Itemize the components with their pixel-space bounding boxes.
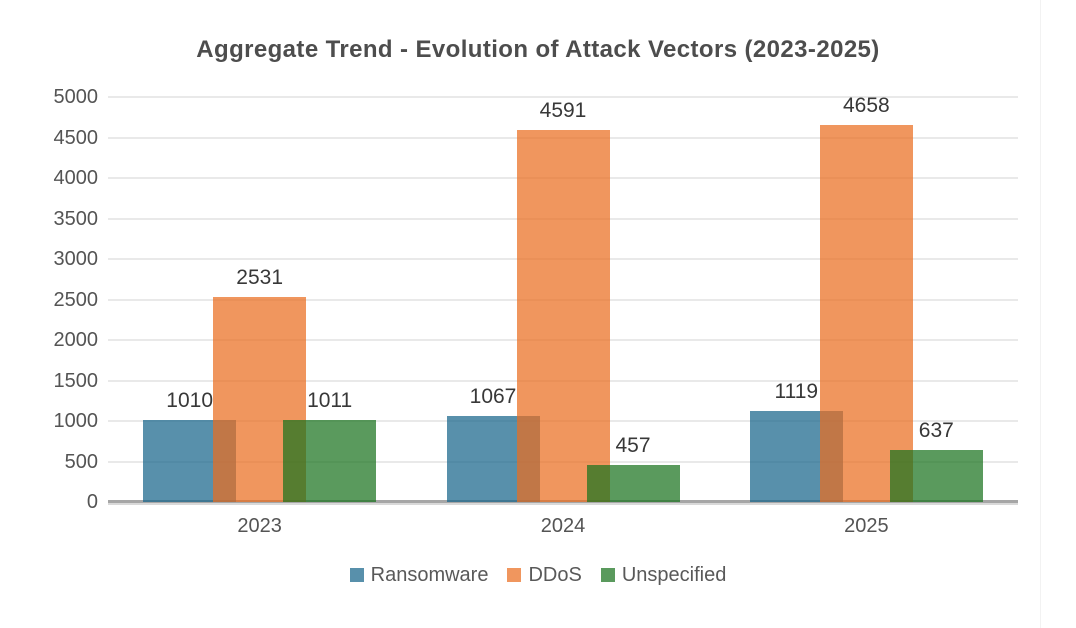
legend-label: Unspecified [621, 564, 727, 586]
legend-item-ransomware: Ransomware [349, 564, 489, 586]
data-label-unspecified-2023: 1011 [307, 389, 353, 413]
data-label-ddos-2023: 2531 [236, 266, 284, 289]
gridline [108, 96, 1018, 98]
y-axis-tick-label: 2500 [53, 288, 99, 311]
legend-item-unspecified: Unspecified [600, 564, 727, 586]
page-edge-line [1040, 0, 1041, 628]
chart-title: Aggregate Trend - Evolution of Attack Ve… [196, 36, 880, 63]
bar-ddos-2024 [516, 130, 610, 502]
data-label-unspecified-2025: 637 [918, 419, 954, 443]
y-axis-tick-label: 4500 [53, 126, 99, 149]
y-axis-tick-label: 2000 [53, 329, 99, 351]
bar-ddos-2025 [819, 124, 913, 502]
bar-unspecified-2025 [889, 450, 983, 502]
data-label-ransomware-2023: 1010 [166, 389, 214, 413]
data-label-ransomware-2024: 1067 [469, 384, 517, 408]
y-axis-tick-label: 4000 [53, 167, 99, 189]
bar-unspecified-2023 [283, 420, 377, 502]
y-axis-tick-label: 5000 [53, 86, 99, 108]
y-axis-tick-label: 3000 [53, 248, 99, 270]
legend-swatch-ransomware [349, 568, 364, 582]
x-axis-category-label: 2025 [844, 515, 889, 537]
legend-label: Ransomware [370, 564, 489, 586]
y-axis-tick-label: 500 [64, 450, 98, 473]
plot-area: 1010 2531 1011 1067 4591 457 1119 4658 637 [108, 93, 1018, 502]
y-axis-tick-label: 0 [86, 491, 98, 513]
data-label-unspecified-2024: 457 [615, 433, 651, 457]
data-label-ransomware-2025: 1119 [774, 380, 819, 404]
legend-swatch-unspecified [600, 568, 615, 582]
y-axis-tick-label: 3500 [53, 207, 99, 230]
data-label-ddos-2024: 4591 [539, 99, 587, 123]
legend-swatch-ddos [507, 568, 522, 582]
x-axis-category-label: 2023 [237, 515, 282, 537]
y-axis-tick-label: 1000 [53, 410, 99, 432]
x-axis-category-label: 2024 [540, 515, 586, 537]
y-axis-tick-label: 1500 [53, 369, 99, 392]
legend-label: DDoS [528, 564, 582, 586]
bar-unspecified-2024 [586, 464, 680, 502]
legend: Ransomware DDoS Unspecified [0, 564, 1076, 586]
data-label-ddos-2025: 4658 [842, 93, 890, 117]
legend-item-ddos: DDoS [507, 564, 582, 586]
